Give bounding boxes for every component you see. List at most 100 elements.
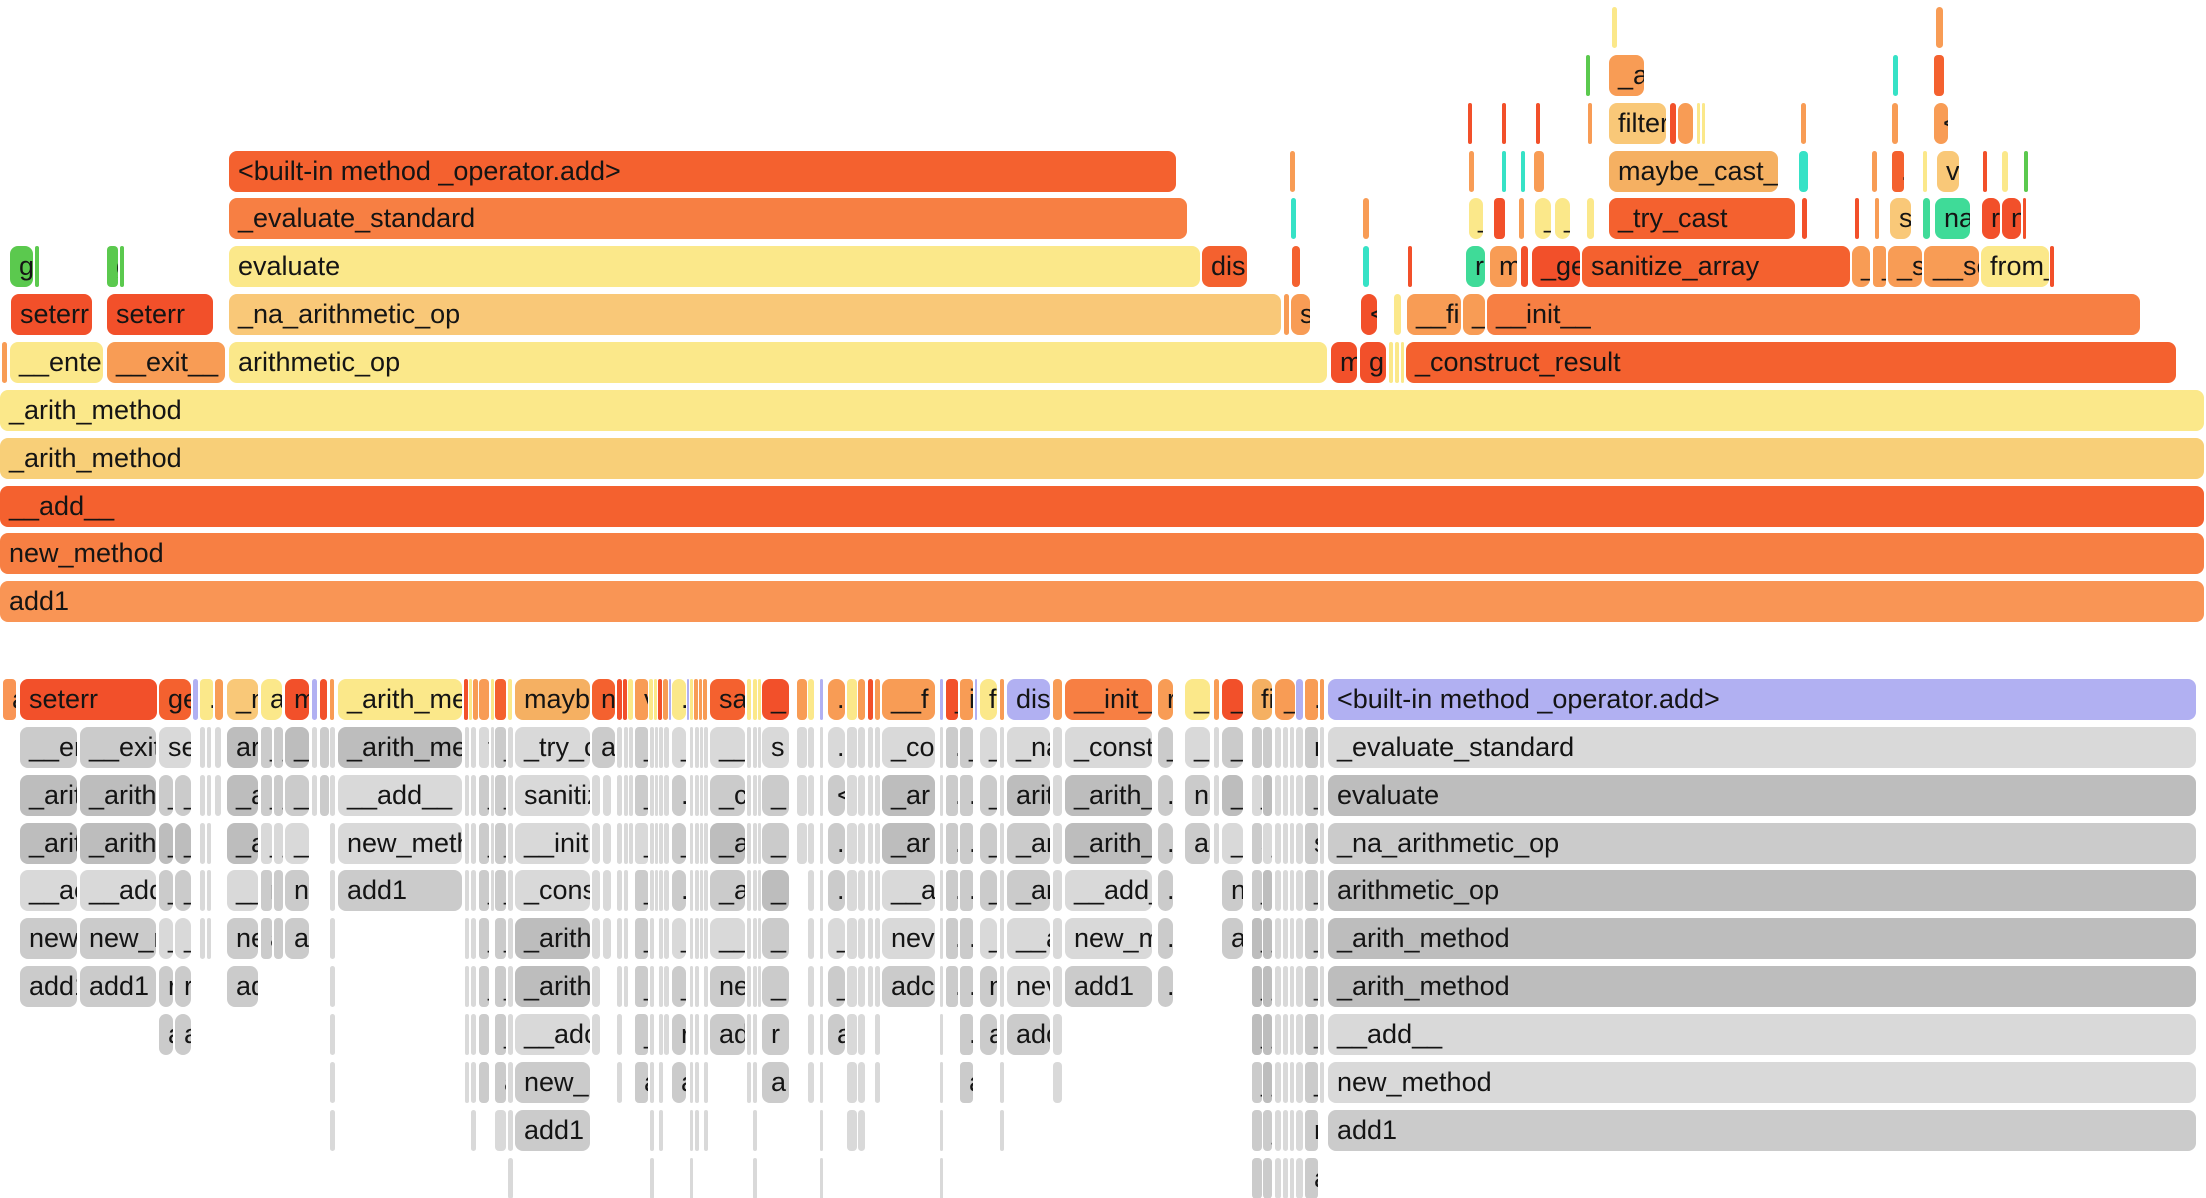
stack-cell[interactable] [207,774,211,816]
stack-cell[interactable]: __adc [515,1013,590,1055]
stack-cell[interactable] [704,1109,708,1151]
stack-cell[interactable]: _ [1263,1013,1272,1055]
stack-cell[interactable] [875,966,880,1008]
stack-cell[interactable]: _const [1065,726,1152,768]
stack-cell[interactable] [1000,1013,1004,1055]
stack-cell[interactable] [704,822,708,864]
stack-cell[interactable]: new_meth [338,822,462,864]
stack-cell[interactable]: _a [285,726,309,768]
stack-cell[interactable] [690,1013,693,1055]
stack-cell[interactable] [858,1109,865,1151]
column-header-bar[interactable] [617,679,622,720]
column-header-bar[interactable] [753,679,757,720]
stack-cell[interactable] [758,870,761,912]
stack-cell[interactable] [650,1157,654,1198]
frame-bar[interactable] [1363,198,1369,240]
column-header-bar[interactable]: __f [882,679,935,720]
stack-cell[interactable]: _ [635,1013,648,1055]
stack-cell[interactable]: ari [227,726,258,768]
stack-cell[interactable] [624,822,628,864]
stack-cell[interactable] [508,822,513,864]
stack-cell[interactable] [1290,1109,1294,1151]
frame-bar[interactable]: __add__ [0,485,2204,527]
stack-cell[interactable] [215,726,221,768]
stack-cell[interactable] [1214,774,1219,816]
stack-cell[interactable]: _ [1263,966,1272,1008]
stack-cell[interactable] [797,774,807,816]
frame-bar[interactable] [1468,102,1472,144]
stack-cell[interactable] [1296,1061,1303,1103]
stack-cell[interactable]: _ [479,822,489,864]
stack-cell[interactable] [1283,726,1288,768]
column-header-bar[interactable]: f [980,679,997,720]
stack-cell[interactable]: _ [635,774,648,816]
column-header-bar[interactable]: _ [1185,679,1210,720]
stack-cell[interactable] [603,870,611,912]
stack-cell[interactable] [650,966,654,1008]
frame-bar[interactable]: disp [1202,246,1247,288]
stack-cell[interactable] [1275,918,1281,960]
column-header-bar[interactable]: ge [159,679,191,720]
stack-cell[interactable]: _arith_ [80,774,156,816]
stack-cell[interactable]: . [828,726,845,768]
stack-cell[interactable] [940,1157,943,1198]
stack-cell[interactable] [592,1013,600,1055]
column-header-bar[interactable]: r [1158,679,1173,720]
frame-bar[interactable] [1363,246,1369,288]
stack-cell[interactable] [1275,774,1281,816]
stack-cell[interactable] [1320,1013,1324,1055]
frame-bar[interactable] [1519,198,1524,240]
frame-bar[interactable]: r [1466,246,1485,288]
frame-bar[interactable] [1588,102,1592,144]
stack-cell[interactable]: __er [20,726,77,768]
stack-cell[interactable]: a [635,1061,648,1103]
stack-cell[interactable] [1283,918,1288,960]
column-header-bar[interactable] [320,679,327,720]
stack-cell[interactable] [690,918,693,960]
column-header-bar[interactable]: _ [762,679,789,720]
stack-cell[interactable]: _ar [1007,870,1050,912]
stack-cell[interactable] [592,966,600,1008]
stack-cell[interactable]: _try_c [515,726,590,768]
stack-cell[interactable] [664,918,669,960]
stack-cell[interactable] [940,1013,943,1055]
stack-cell[interactable] [471,918,476,960]
stack-cell[interactable]: __add__ [338,774,462,816]
stack-cell[interactable] [207,822,211,864]
frame-bar[interactable] [1395,341,1399,383]
column-header-bar[interactable]: seterr [20,679,157,720]
stack-cell[interactable] [471,1061,476,1103]
frame-bar[interactable] [1291,198,1296,240]
stack-cell[interactable]: r [1305,1109,1318,1151]
frame-bar[interactable]: sanitize_array [1582,246,1850,288]
column-header-bar[interactable]: a [261,679,282,720]
stack-cell[interactable] [1053,870,1062,912]
stack-cell[interactable] [659,726,663,768]
frame-bar[interactable] [1872,150,1877,192]
stack-cell[interactable]: _ [175,774,191,816]
stack-cell[interactable] [797,726,807,768]
stack-cell[interactable] [655,774,658,816]
stack-cell[interactable]: _a [285,774,309,816]
stack-cell[interactable] [1283,870,1288,912]
stack-cell[interactable] [655,726,658,768]
stack-cell[interactable] [508,918,513,960]
stack-cell[interactable] [940,1109,943,1151]
stack-cell[interactable] [758,966,761,1008]
stack-cell[interactable]: ad [285,918,309,960]
column-header-bar[interactable]: . [1305,679,1318,720]
stack-cell[interactable] [330,918,335,960]
stack-cell[interactable]: nev [882,918,935,960]
stack-cell[interactable] [629,726,633,768]
column-header-bar[interactable]: _ [946,679,958,720]
stack-cell[interactable]: _c [710,774,745,816]
stack-cell[interactable] [1283,1157,1288,1198]
column-header-bar[interactable] [508,679,512,720]
stack-cell[interactable] [617,966,622,1008]
column-header-bar[interactable] [658,679,662,720]
stack-cell[interactable] [508,774,513,816]
stack-cell[interactable]: _arith_ [80,822,156,864]
frame-bar[interactable] [1536,102,1540,144]
frame-bar[interactable] [2,341,7,383]
column-header-bar[interactable] [1296,679,1303,720]
